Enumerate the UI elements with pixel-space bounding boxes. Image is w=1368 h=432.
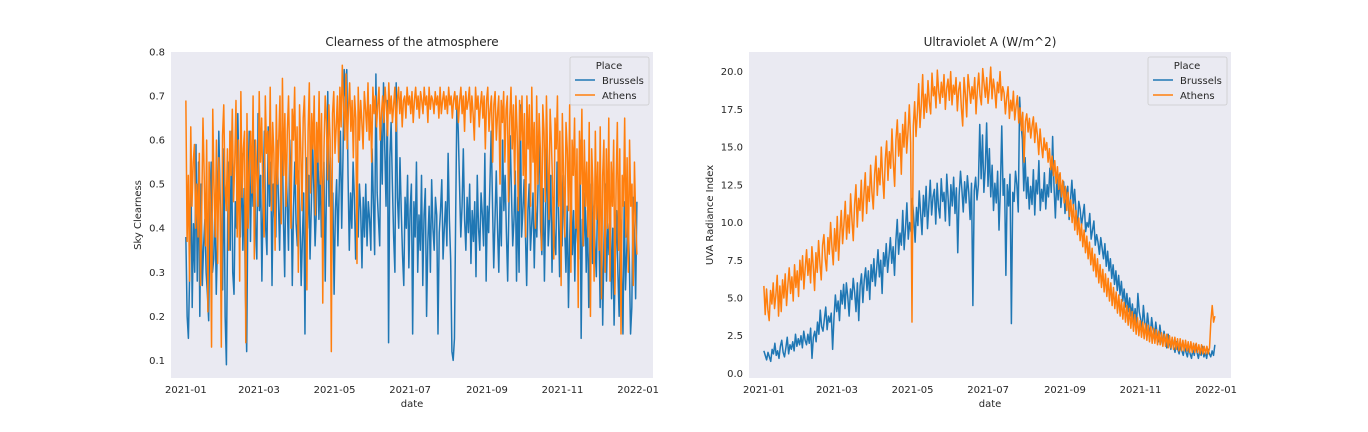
legend-box — [1147, 56, 1228, 106]
y-tick-label: 0.5 — [149, 180, 165, 191]
y-tick-label: 12.5 — [721, 180, 743, 191]
y-tick-label: 0.2 — [149, 312, 165, 323]
x-tick-label: 2021-09 — [1044, 385, 1086, 396]
x-tick-label: 2021-01 — [165, 385, 207, 396]
ylabel-left: Sky Clearness — [133, 180, 144, 250]
legend-label-brussels: Brussels — [602, 76, 644, 87]
y-tick-label: 0.3 — [149, 268, 165, 279]
series-line-brussels — [763, 96, 1216, 363]
y-tick-label: 5.0 — [727, 294, 743, 305]
y-tick-label: 0.7 — [149, 92, 165, 103]
x-tick-label: 2021-07 — [967, 385, 1009, 396]
x-tick-label: 2022-01 — [1195, 385, 1237, 396]
legend-title: Place — [1174, 61, 1201, 72]
legend-right: Place Brussels Athens — [1147, 56, 1228, 106]
ticks-right: 2021-01 2021-03 2021-05 2021-07 2021-09 2021-… — [721, 67, 1237, 396]
x-tick-label: 2021-11 — [542, 385, 584, 396]
y-tick-label: 2.5 — [727, 331, 743, 342]
x-tick-label: 2021-09 — [466, 385, 508, 396]
x-tick-label: 2022-01 — [617, 385, 659, 396]
legend-left: Place Brussels Athens — [569, 56, 650, 106]
legend-label-brussels: Brussels — [1180, 76, 1222, 87]
y-tick-label: 20.0 — [721, 67, 743, 78]
series-right — [763, 66, 1216, 363]
x-tick-label: 2021-07 — [389, 385, 431, 396]
x-tick-label: 2021-05 — [892, 385, 934, 396]
x-tick-label: 2021-11 — [1120, 385, 1162, 396]
ylabel-right: UVA Radiance Index — [705, 165, 716, 265]
y-tick-label: 0.6 — [149, 136, 165, 147]
series-line-athens — [185, 64, 638, 353]
y-tick-label: 0.0 — [727, 369, 743, 380]
xlabel-left: date — [401, 399, 424, 410]
y-tick-label: 0.4 — [149, 224, 165, 235]
legend-title: Place — [596, 61, 623, 72]
y-tick-label: 15.0 — [721, 143, 743, 154]
chart-right: Ultraviolet A (W/m^2) date UVA Radiance … — [705, 35, 1237, 410]
title-right: Ultraviolet A (W/m^2) — [924, 35, 1057, 49]
y-tick-label: 0.1 — [149, 356, 165, 367]
series-left — [185, 64, 638, 366]
x-tick-label: 2021-03 — [238, 385, 280, 396]
legend-box — [569, 56, 650, 106]
legend-label-athens: Athens — [1180, 91, 1215, 102]
y-tick-label: 0.8 — [149, 48, 165, 59]
chart-left: Clearness of the atmosphere date Sky Cle… — [133, 35, 659, 410]
x-tick-label: 2021-03 — [816, 385, 858, 396]
y-tick-label: 7.5 — [727, 256, 743, 267]
x-tick-label: 2021-05 — [314, 385, 356, 396]
title-left: Clearness of the atmosphere — [325, 35, 498, 49]
legend-label-athens: Athens — [602, 91, 637, 102]
y-tick-label: 17.5 — [721, 105, 743, 116]
x-tick-label: 2021-01 — [743, 385, 785, 396]
xlabel-right: date — [979, 399, 1002, 410]
y-tick-label: 10.0 — [721, 218, 743, 229]
ticks-left: 2021-01 2021-03 2021-05 2021-07 2021-09 2021-… — [149, 48, 659, 397]
series-line-athens — [763, 66, 1216, 355]
